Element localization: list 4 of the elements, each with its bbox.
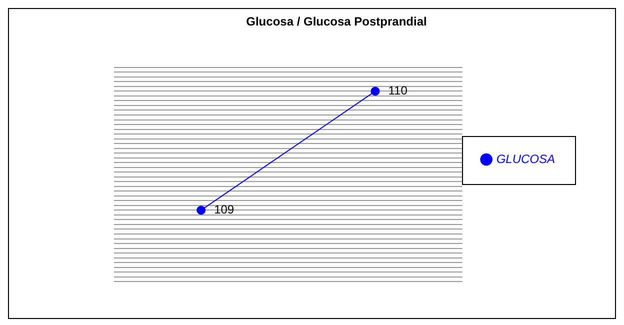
data-label: 110 [388,84,408,98]
chart-title: Glucosa / Glucosa Postprandial [246,14,427,29]
legend-label: GLUCOSA [496,152,556,166]
data-label: 109 [214,202,234,217]
